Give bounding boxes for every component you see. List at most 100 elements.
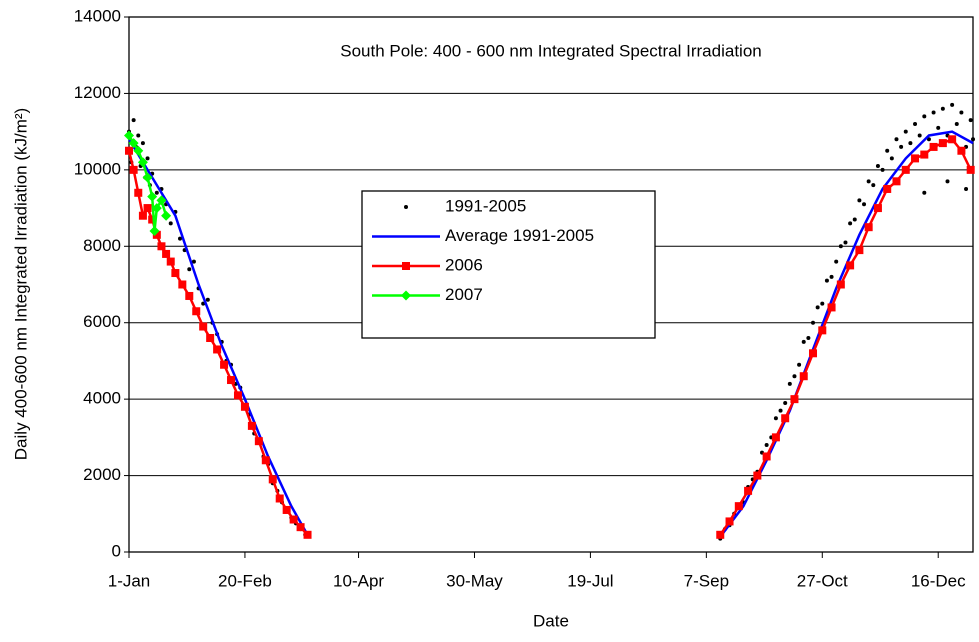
point bbox=[247, 421, 256, 430]
point bbox=[950, 102, 955, 107]
point bbox=[192, 307, 201, 316]
point bbox=[142, 172, 153, 183]
y-tick-label: 14000 bbox=[74, 6, 121, 25]
point bbox=[282, 505, 291, 514]
y-tick-label: 12000 bbox=[74, 83, 121, 102]
point bbox=[827, 303, 836, 312]
point bbox=[920, 150, 929, 159]
point bbox=[806, 336, 811, 340]
point bbox=[129, 165, 138, 174]
point bbox=[948, 135, 957, 144]
point bbox=[883, 184, 892, 193]
point bbox=[936, 125, 941, 130]
point bbox=[880, 167, 885, 172]
y-tick-label: 8000 bbox=[83, 236, 121, 255]
point bbox=[838, 244, 843, 249]
point bbox=[140, 141, 145, 146]
legend-box bbox=[361, 190, 656, 339]
point bbox=[811, 320, 816, 325]
point bbox=[815, 305, 820, 310]
point bbox=[783, 400, 788, 405]
point bbox=[857, 198, 862, 203]
point bbox=[157, 242, 166, 251]
point bbox=[908, 141, 913, 146]
point bbox=[213, 345, 222, 354]
point bbox=[834, 259, 839, 264]
point bbox=[268, 475, 277, 484]
plot-border bbox=[128, 16, 974, 553]
point bbox=[809, 349, 818, 358]
point bbox=[171, 269, 180, 278]
point bbox=[873, 204, 882, 213]
point bbox=[901, 165, 910, 174]
point bbox=[922, 114, 927, 119]
point bbox=[954, 122, 959, 126]
point bbox=[716, 530, 725, 539]
y-tick-label: 10000 bbox=[74, 159, 121, 178]
point bbox=[778, 408, 783, 413]
point bbox=[744, 486, 753, 495]
point bbox=[275, 494, 284, 503]
point bbox=[143, 204, 152, 213]
point bbox=[848, 221, 853, 226]
point bbox=[166, 257, 175, 266]
point bbox=[938, 139, 947, 148]
point bbox=[801, 339, 806, 344]
point bbox=[303, 530, 312, 539]
point bbox=[138, 211, 147, 220]
legend-label: 1991-2005 bbox=[445, 196, 526, 215]
point bbox=[824, 278, 829, 283]
point bbox=[894, 137, 899, 142]
point bbox=[156, 195, 167, 206]
x-tick-label: 30-May bbox=[446, 571, 503, 590]
x-tick-label: 7-Sep bbox=[684, 571, 729, 590]
point bbox=[864, 223, 873, 232]
x-tick-label: 20-Feb bbox=[218, 571, 272, 590]
legend-label: Average 1991-2005 bbox=[445, 226, 594, 245]
point bbox=[296, 523, 305, 532]
x-tick-label: 10-Apr bbox=[333, 571, 384, 590]
point bbox=[289, 515, 298, 524]
point bbox=[917, 133, 922, 138]
legend-label: 2007 bbox=[445, 285, 483, 304]
legend-marker bbox=[404, 205, 408, 209]
point bbox=[836, 280, 845, 289]
y-axis-label: Daily 400-600 nm Integrated Irradiation … bbox=[11, 108, 30, 460]
point bbox=[124, 130, 134, 141]
point bbox=[829, 274, 834, 279]
point bbox=[191, 259, 196, 264]
point bbox=[971, 137, 975, 142]
point bbox=[151, 203, 162, 214]
point bbox=[964, 186, 969, 191]
point bbox=[929, 142, 938, 151]
point bbox=[790, 395, 799, 404]
legend-label: 2006 bbox=[445, 255, 483, 274]
series-line bbox=[127, 134, 168, 232]
point bbox=[957, 146, 966, 155]
point bbox=[261, 456, 270, 465]
legend-marker bbox=[401, 290, 411, 301]
x-tick-label: 1-Jan bbox=[108, 571, 151, 590]
x-tick-label: 16-Dec bbox=[911, 571, 966, 590]
point bbox=[199, 322, 208, 331]
point bbox=[152, 230, 161, 239]
point bbox=[787, 381, 792, 386]
point bbox=[178, 236, 183, 241]
point bbox=[892, 177, 901, 186]
y-tick-label: 2000 bbox=[83, 465, 121, 484]
point bbox=[922, 190, 927, 195]
point bbox=[178, 280, 187, 289]
point bbox=[931, 110, 936, 115]
point bbox=[792, 374, 797, 379]
point bbox=[797, 362, 802, 367]
point bbox=[131, 118, 136, 123]
point bbox=[773, 416, 778, 421]
point bbox=[781, 414, 790, 423]
chart-title: South Pole: 400 - 600 nm Integrated Spec… bbox=[340, 41, 761, 60]
point bbox=[734, 502, 743, 511]
legend-marker bbox=[402, 262, 410, 270]
point bbox=[161, 210, 172, 221]
point bbox=[926, 137, 931, 142]
point bbox=[240, 402, 249, 411]
point bbox=[154, 190, 159, 195]
